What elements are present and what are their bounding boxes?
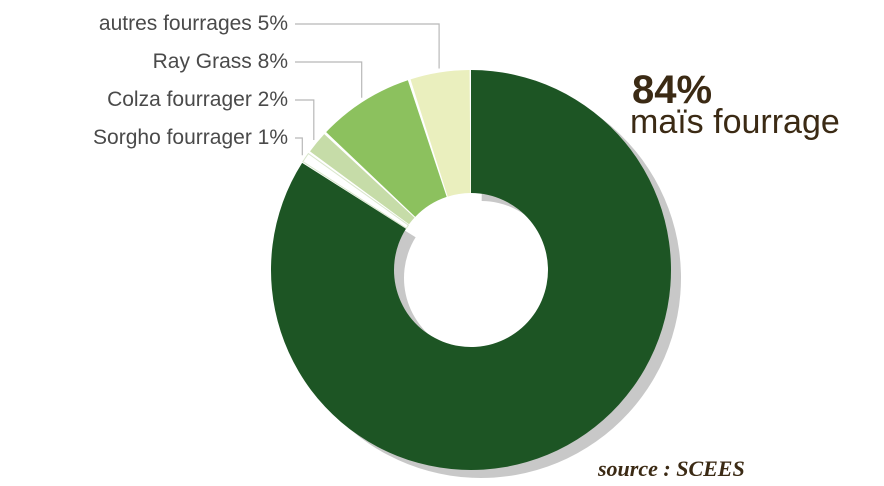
- leader-lines: [295, 23, 440, 156]
- slices-group: [271, 70, 672, 470]
- label-ray-grass: Ray Grass 8%: [153, 50, 288, 73]
- leader-line: [295, 137, 303, 156]
- slice-autres-fourrages: [410, 70, 471, 197]
- slice-colza-fourrager: [310, 134, 415, 225]
- slice-ray-grass: [326, 80, 447, 217]
- slice-mais-fourrage: [271, 70, 672, 470]
- slice-sorgho-fourrager: [302, 152, 410, 229]
- main-slice-percent: 84%: [632, 68, 712, 112]
- main-slice-label: maïs fourrage: [630, 103, 840, 141]
- leader-line: [295, 99, 315, 140]
- source-note: source : SCEES: [597, 456, 745, 481]
- label-autres-fourrages: autres fourrages 5%: [99, 12, 288, 35]
- label-sorgho-fourrager: Sorgho fourrager 1%: [93, 126, 288, 149]
- leader-line: [295, 23, 440, 69]
- leader-line: [295, 61, 363, 98]
- label-colza-fourrager: Colza fourrager 2%: [107, 88, 288, 111]
